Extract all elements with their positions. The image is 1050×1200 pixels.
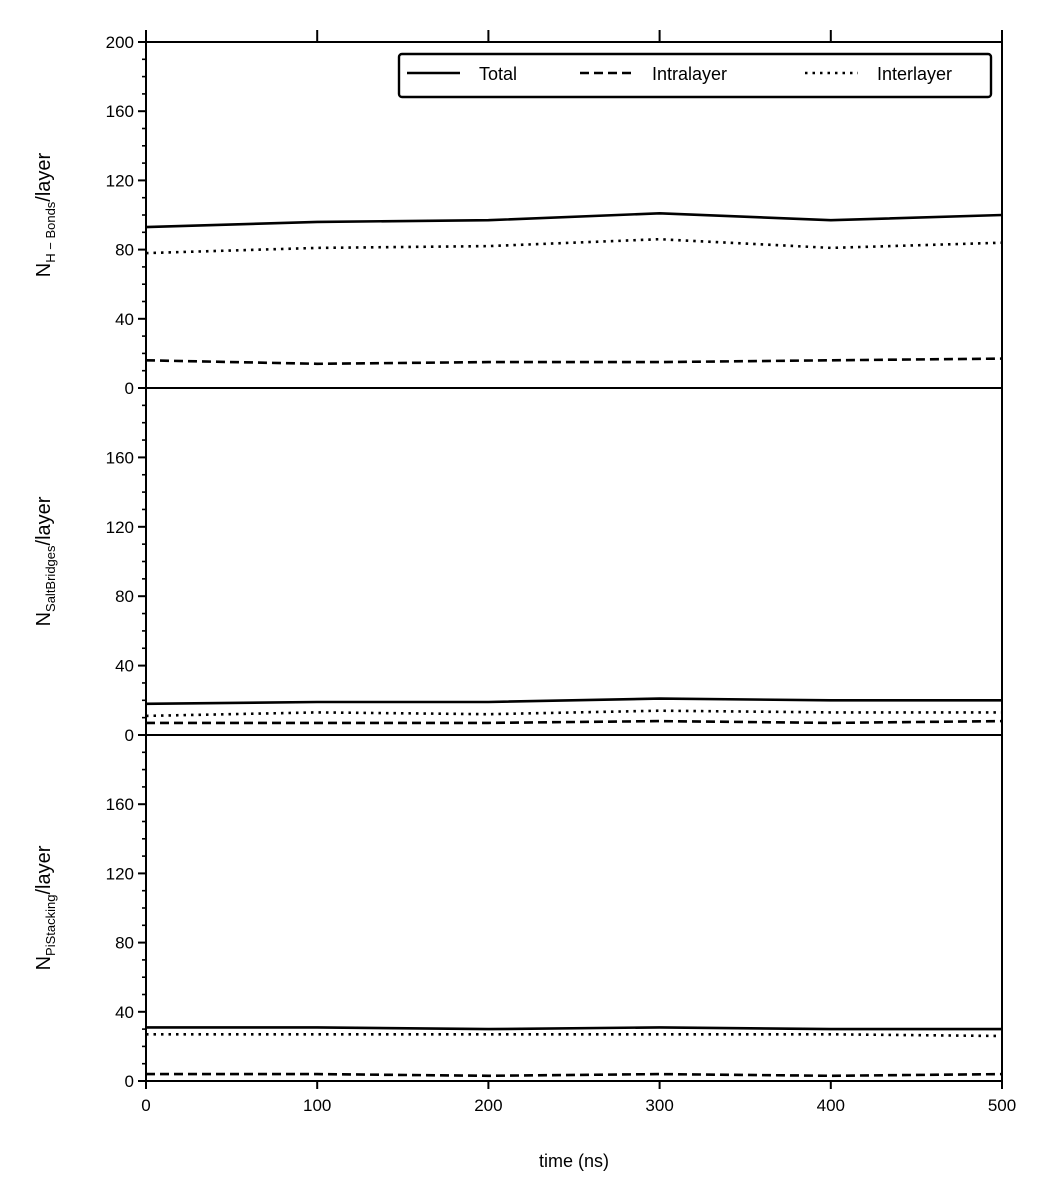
y-tick-label: 120 xyxy=(106,518,134,537)
x-axis-title: time (ns) xyxy=(539,1151,609,1171)
series-line-total xyxy=(145,697,1002,706)
legend-frame xyxy=(397,52,993,99)
panel-2: 0 40 80 120 160 NSaltBridges/layer xyxy=(33,387,1003,745)
y-tick-label: 160 xyxy=(106,795,134,814)
series-line-intralayer xyxy=(146,719,1003,725)
y-tick-label: 0 xyxy=(125,379,134,398)
y-tick-label: 40 xyxy=(115,657,134,676)
y-tick-label: 120 xyxy=(106,171,134,190)
series-line-total xyxy=(146,1026,1002,1031)
y-tick-label: 80 xyxy=(115,587,134,606)
y-tick-label: 120 xyxy=(106,864,134,883)
panels-layer: 0 40 80 120 160 200 NH − Bonds/layer 0 40 80 120 16… xyxy=(33,30,1016,1115)
y-tick-label: 0 xyxy=(125,726,134,745)
x-tick-label: 0 xyxy=(141,1096,150,1115)
x-tick-label: 500 xyxy=(988,1096,1016,1115)
series-line-interlayer xyxy=(145,237,1003,255)
y-tick-label: 160 xyxy=(106,102,134,121)
y-axis-title: NSaltBridges/layer xyxy=(33,496,58,626)
panel-3: 0 40 80 120 160 NPiStacking/layer 0 100 200 300 40… xyxy=(33,734,1016,1115)
x-tick-label: 100 xyxy=(303,1096,331,1115)
y-axis-title: NPiStacking/layer xyxy=(33,845,58,970)
y-tick-label: 0 xyxy=(125,1072,134,1091)
x-tick-label: 300 xyxy=(645,1096,673,1115)
series-line-interlayer xyxy=(146,1033,1003,1038)
legend-label-total: Total xyxy=(479,64,517,84)
y-tick-label: 40 xyxy=(115,1003,134,1022)
y-tick-label: 80 xyxy=(115,934,134,953)
y-tick-label: 80 xyxy=(115,241,134,260)
series-line-total xyxy=(145,212,1003,229)
legend-label-interlayer: Interlayer xyxy=(877,64,952,84)
y-tick-label: 200 xyxy=(106,33,134,52)
legend: Total Intralayer Interlayer xyxy=(397,52,993,99)
x-tick-label: 200 xyxy=(474,1096,502,1115)
y-tick-label: 160 xyxy=(106,448,134,467)
legend-label-intralayer: Intralayer xyxy=(652,64,727,84)
x-tick-label: 400 xyxy=(817,1096,845,1115)
y-axis-title: NH − Bonds/layer xyxy=(33,152,58,277)
panel-frame xyxy=(145,387,1003,736)
series-line-intralayer xyxy=(146,1072,1003,1078)
series-line-intralayer xyxy=(145,357,1003,366)
y-tick-label: 40 xyxy=(115,310,134,329)
series-line-interlayer xyxy=(145,709,1002,718)
